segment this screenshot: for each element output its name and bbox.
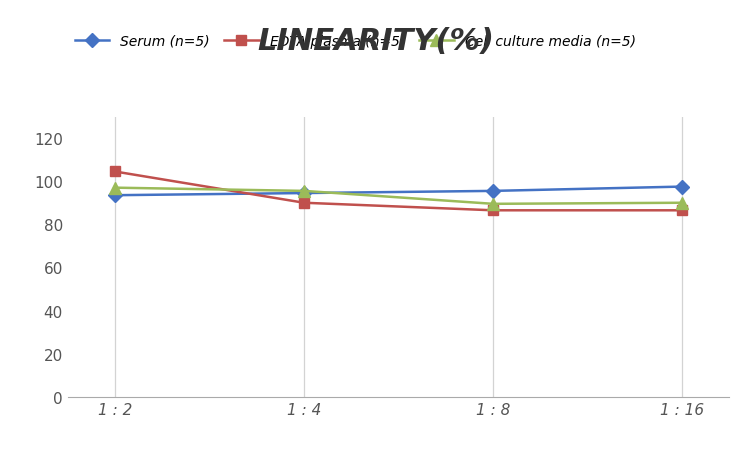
EDTA plasma (n=5) xyxy=(678,208,687,213)
Cell culture media (n=5) xyxy=(678,201,687,206)
Line: EDTA plasma (n=5): EDTA plasma (n=5) xyxy=(110,167,687,216)
EDTA plasma (n=5) xyxy=(111,170,120,175)
Cell culture media (n=5) xyxy=(111,185,120,191)
Line: Serum (n=5): Serum (n=5) xyxy=(110,182,687,201)
Line: Cell culture media (n=5): Cell culture media (n=5) xyxy=(109,183,688,210)
EDTA plasma (n=5) xyxy=(299,201,308,206)
Serum (n=5) xyxy=(111,193,120,198)
Serum (n=5) xyxy=(299,191,308,196)
EDTA plasma (n=5) xyxy=(489,208,498,213)
Text: LINEARITY(%): LINEARITY(%) xyxy=(257,27,495,56)
Legend: Serum (n=5), EDTA plasma (n=5), Cell culture media (n=5): Serum (n=5), EDTA plasma (n=5), Cell cul… xyxy=(74,35,635,49)
Serum (n=5) xyxy=(678,184,687,190)
Serum (n=5) xyxy=(489,189,498,194)
Cell culture media (n=5) xyxy=(489,202,498,207)
Cell culture media (n=5) xyxy=(299,189,308,194)
